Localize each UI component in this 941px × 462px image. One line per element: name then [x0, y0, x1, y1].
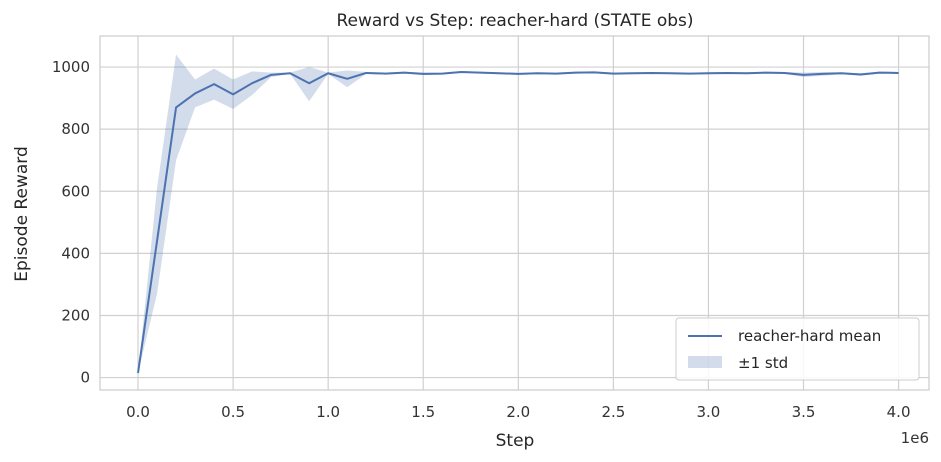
mean-line-layer	[137, 71, 899, 374]
x-tick-label: 3.5	[792, 403, 816, 421]
x-tick-label: 1.5	[411, 403, 435, 421]
x-axis-multiplier: 1e6	[901, 429, 929, 447]
legend-band-swatch	[688, 356, 722, 368]
x-tick-labels: 0.0 0.5 1.0 1.5 2.0 2.5 3.0 3.5 4.0	[126, 403, 910, 421]
y-tick-labels: 0 200 400 600 800 1000	[52, 58, 90, 387]
plot-frame	[99, 35, 930, 391]
x-tick-label: 2.5	[601, 403, 625, 421]
mean-line	[137, 71, 899, 374]
y-axis-title: Episode Reward	[12, 146, 32, 281]
y-tick-label: 200	[61, 306, 90, 324]
y-tick-label: 400	[61, 244, 90, 262]
y-tick-label: 800	[61, 120, 90, 138]
y-tick-label: 600	[61, 182, 90, 200]
std-band	[138, 54, 899, 373]
x-tick-label: 1.0	[316, 403, 340, 421]
legend-box	[675, 317, 920, 381]
x-tick-label: 0.5	[221, 403, 245, 421]
std-band-layer	[138, 54, 899, 373]
legend-label-std: ±1 std	[738, 354, 788, 372]
y-tick-label: 1000	[52, 58, 90, 76]
x-tick-label: 4.0	[887, 403, 911, 421]
y-tick-label: 0	[80, 369, 90, 387]
legend: reacher-hard mean ±1 std	[675, 317, 920, 381]
chart-title: Reward vs Step: reacher-hard (STATE obs)	[336, 11, 693, 31]
legend-label-mean: reacher-hard mean	[738, 327, 881, 345]
x-tick-label: 3.0	[697, 403, 721, 421]
x-tick-label: 2.0	[506, 403, 530, 421]
x-tick-label: 0.0	[126, 403, 150, 421]
x-axis-title: Step	[496, 431, 535, 451]
